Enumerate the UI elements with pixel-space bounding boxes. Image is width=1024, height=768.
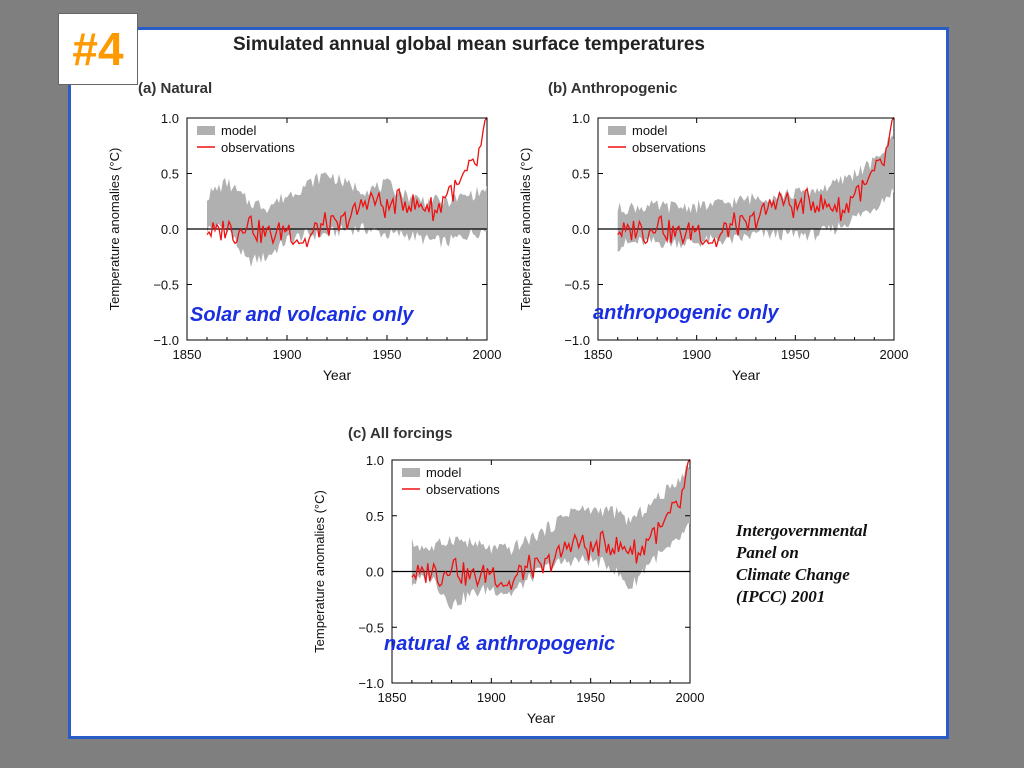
chart-all-forcings-x-axis-label: Year [527, 710, 556, 726]
chart-anthropogenic-y-tick-label: 1.0 [572, 111, 590, 126]
credit-line: Climate Change [736, 565, 850, 584]
chart-all-forcings-y-tick-label: 1.0 [366, 453, 384, 468]
panel-b-title: (b) Anthropogenic [548, 80, 678, 97]
overlay-label-anthropogenic: anthropogenic only [593, 302, 779, 324]
chart-natural-x-tick-label: 1850 [173, 347, 202, 362]
chart-all-forcings-x-tick-label: 1900 [477, 690, 506, 705]
slide-frame [68, 27, 949, 739]
overlay-label-natural: Solar and volcanic only [190, 304, 414, 326]
chart-natural-y-tick-label: −1.0 [153, 333, 179, 348]
chart-all-forcings-observations-line [411, 459, 691, 590]
chart-natural-y-tick-label: 0.0 [161, 222, 179, 237]
chart-natural-legend-model-swatch [197, 126, 215, 135]
chart-all-forcings-y-tick-label: −0.5 [358, 620, 384, 635]
chart-natural-x-tick-label: 1900 [273, 347, 302, 362]
chart-all-forcings-y-tick-label: 0.5 [366, 509, 384, 524]
panel-a-title: (a) Natural [138, 80, 213, 97]
chart-anthropogenic-legend-model-swatch [608, 126, 626, 135]
chart-all-forcings-x-tick-label: 1950 [576, 690, 605, 705]
chart-anthropogenic-x-tick-label: 1850 [584, 347, 613, 362]
chart-all-forcings-legend-model-swatch [402, 468, 420, 477]
chart-all-forcings-legend-observations-label: observations [426, 482, 500, 497]
chart-natural-x-tick-label: 2000 [473, 347, 502, 362]
credit-line: Panel on [736, 543, 799, 562]
chart-all-forcings-legend-model-label: model [426, 465, 462, 480]
overlay-label-all-forcings: natural & anthropogenic [384, 633, 616, 655]
chart-natural-observations-line [206, 117, 488, 248]
source-credit: Intergovernmental Panel on Climate Chang… [736, 520, 867, 608]
credit-line: (IPCC) 2001 [736, 587, 826, 606]
chart-anthropogenic-legend-model-label: model [632, 123, 668, 138]
chart-anthropogenic-x-axis-label: Year [732, 367, 761, 383]
chart-natural-y-tick-label: 1.0 [161, 111, 179, 126]
chart-all-forcings-x-tick-label: 2000 [676, 690, 705, 705]
credit-line: Intergovernmental [736, 521, 868, 540]
chart-natural-y-tick-label: −0.5 [153, 278, 179, 293]
chart-anthropogenic-observations-line [617, 117, 895, 248]
chart-natural-x-tick-label: 1950 [373, 347, 402, 362]
chart-all-forcings-y-tick-label: −1.0 [358, 676, 384, 691]
chart-natural-y-axis-label: Temperature anomalies (°C) [107, 148, 122, 311]
chart-natural-model-band [207, 172, 487, 268]
chart-anthropogenic-y-axis-label: Temperature anomalies (°C) [518, 148, 533, 311]
panel-c-title: (c) All forcings [348, 425, 453, 442]
chart-natural-legend-model-label: model [221, 123, 257, 138]
chart-natural-y-tick-label: 0.5 [161, 167, 179, 182]
chart-anthropogenic-model-band [617, 135, 894, 252]
chart-natural-legend-observations-label: observations [221, 140, 295, 155]
chart-anthropogenic-x-tick-label: 2000 [880, 347, 909, 362]
chart-natural-x-axis-label: Year [323, 367, 352, 383]
chart-anthropogenic-legend-observations-label: observations [632, 140, 706, 155]
chart-anthropogenic-y-tick-label: 0.5 [572, 167, 590, 182]
slide-number-badge: #4 [58, 13, 138, 85]
chart-all-forcings-y-axis-label: Temperature anomalies (°C) [312, 490, 327, 653]
chart-anthropogenic-y-tick-label: 0.0 [572, 222, 590, 237]
chart-anthropogenic-x-tick-label: 1900 [682, 347, 711, 362]
chart-all-forcings-y-tick-label: 0.0 [366, 565, 384, 580]
chart-anthropogenic-y-tick-label: −1.0 [564, 333, 590, 348]
chart-anthropogenic-y-tick-label: −0.5 [564, 278, 590, 293]
chart-anthropogenic-x-tick-label: 1950 [781, 347, 810, 362]
chart-all-forcings-x-tick-label: 1850 [378, 690, 407, 705]
main-title: Simulated annual global mean surface tem… [233, 34, 705, 55]
